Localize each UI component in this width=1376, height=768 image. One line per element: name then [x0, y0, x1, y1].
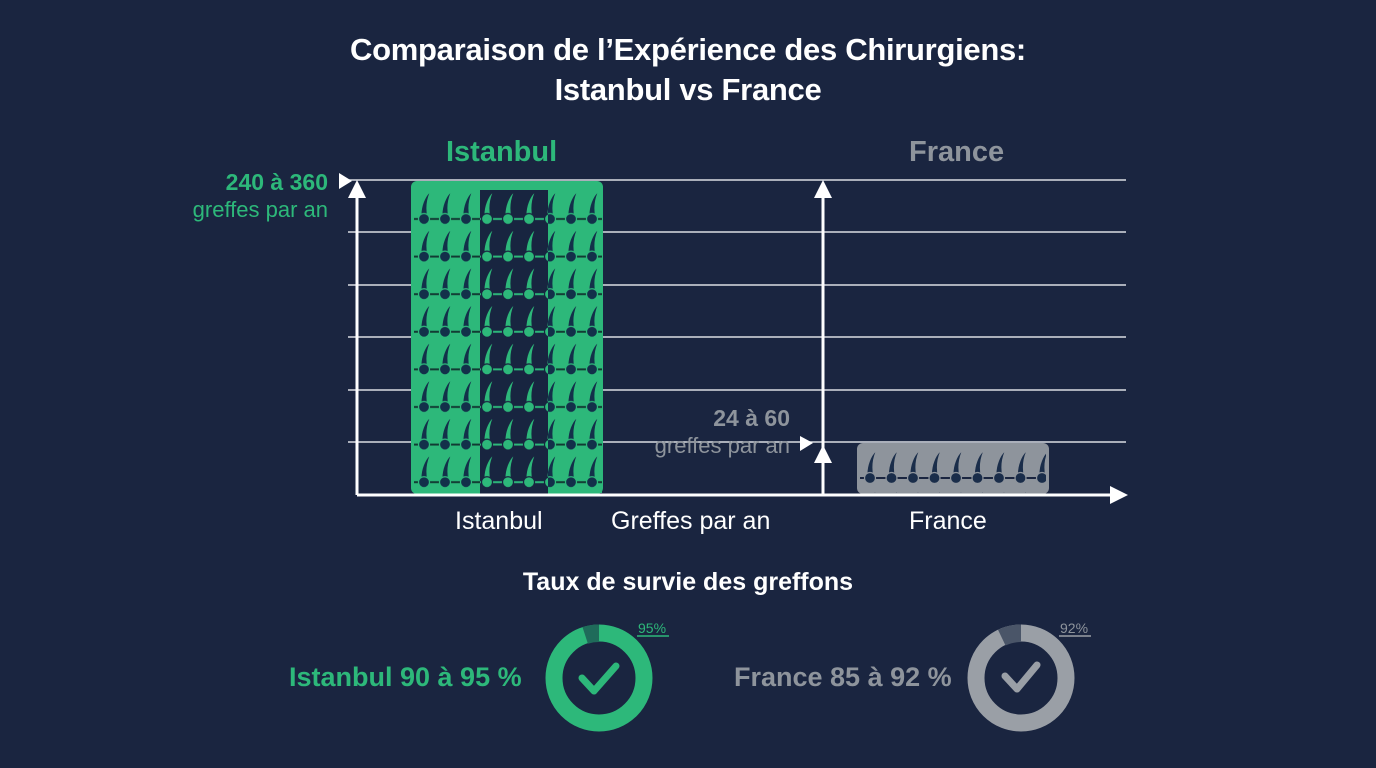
istanbul-unit: greffes par an [192, 197, 328, 222]
x-label-france: France [909, 507, 987, 535]
france-value: 24 à 60 [713, 405, 790, 431]
france-heading: France [909, 136, 1005, 168]
france-value-annotation: 24 à 60 greffes par an [600, 404, 790, 460]
istanbul-value: 240 à 360 [225, 169, 328, 195]
france-survival-rate: France 85 à 92 % [734, 662, 952, 692]
france-donut-pct: 92% [1060, 620, 1089, 636]
chart-title: Comparaison de l’Expérience des Chirurgi… [0, 30, 1376, 110]
istanbul-donut-pct: 95% [638, 620, 667, 636]
istanbul-value-annotation: 240 à 360 greffes par an [150, 168, 328, 224]
istanbul-heading: Istanbul [446, 136, 558, 168]
france-unit: greffes par an [654, 433, 790, 458]
istanbul-survival-rate: Istanbul 90 à 95 % [289, 662, 522, 692]
x-axis-title: Greffes par an [611, 507, 771, 535]
x-label-istanbul: Istanbul [455, 507, 543, 535]
title-line-2: Istanbul vs France [554, 72, 822, 107]
title-line-1: Comparaison de l’Expérience des Chirurgi… [350, 32, 1026, 67]
survival-section-title: Taux de survie des greffons [522, 568, 854, 596]
